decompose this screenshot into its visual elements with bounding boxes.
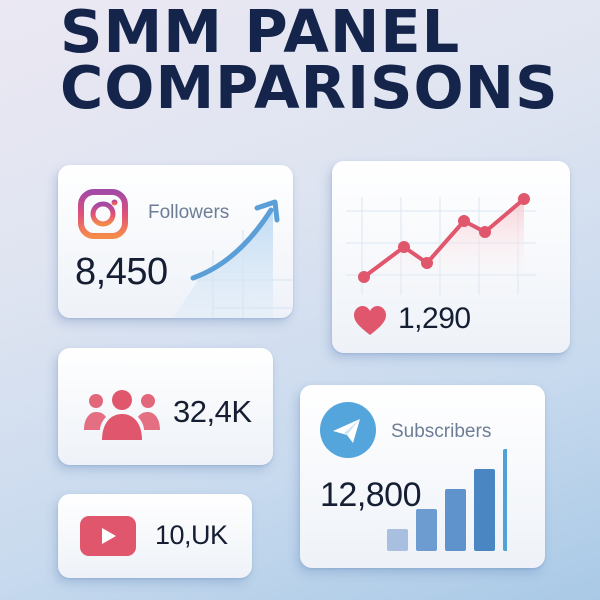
instagram-followers-card: Followers 8,450	[58, 165, 293, 318]
followers-value: 8,450	[75, 251, 168, 293]
users-icon	[84, 390, 160, 440]
instagram-icon	[77, 188, 129, 240]
title-line-1: SMM PANEL	[60, 0, 461, 66]
youtube-icon	[80, 516, 136, 556]
followers-label: Followers	[148, 202, 230, 223]
heart-icon	[354, 306, 386, 336]
telegram-icon	[320, 402, 376, 458]
telegram-subscribers-card: Subscribers 12,800	[300, 385, 545, 568]
page-title: SMM PANEL COMPARISONS	[60, 0, 559, 122]
youtube-card: 10,UK	[58, 494, 252, 578]
likes-chart-card: 1,290	[332, 161, 570, 353]
likes-value: 1,290	[398, 302, 471, 335]
followers-trend-chart	[173, 190, 293, 318]
community-card: 32,4K	[58, 348, 273, 465]
subscribers-bar-chart	[387, 449, 507, 555]
youtube-value: 10,UK	[155, 520, 228, 550]
subscribers-value: 12,800	[320, 476, 422, 514]
title-line-2: COMPARISONS	[60, 53, 559, 122]
likes-line-chart	[346, 181, 556, 301]
community-value: 32,4K	[173, 394, 252, 429]
subscribers-label: Subscribers	[391, 421, 492, 442]
